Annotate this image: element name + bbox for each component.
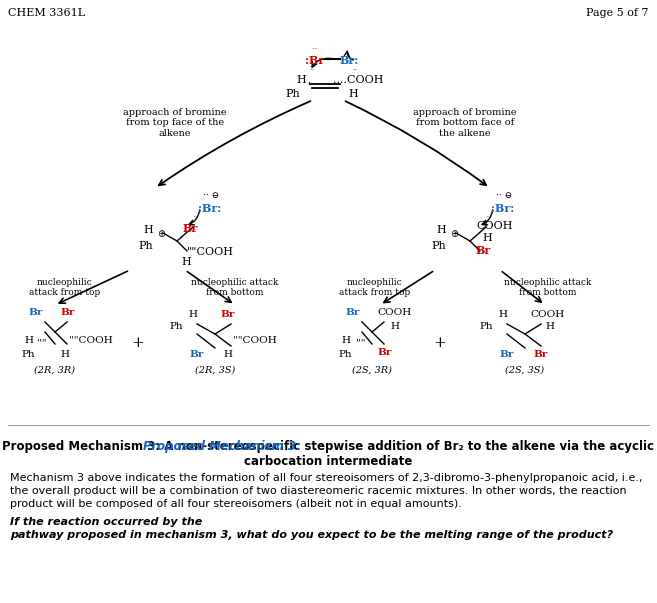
- Text: Br: Br: [476, 245, 491, 256]
- Text: Ph: Ph: [338, 350, 352, 359]
- Text: H: H: [436, 225, 446, 235]
- Text: H: H: [296, 75, 306, 85]
- Text: ··: ··: [193, 213, 198, 222]
- Text: H: H: [498, 310, 507, 319]
- Text: (2S, 3S): (2S, 3S): [505, 366, 545, 375]
- Text: Ph: Ph: [22, 350, 35, 359]
- Text: Br: Br: [533, 350, 547, 359]
- Text: Br: Br: [220, 310, 235, 319]
- Text: "": "": [37, 338, 47, 347]
- Text: nucleophilic
attack from top: nucleophilic attack from top: [340, 278, 411, 297]
- Text: nucleophilic attack
from bottom: nucleophilic attack from bottom: [505, 278, 592, 297]
- FancyArrowPatch shape: [344, 51, 353, 60]
- Text: Ph: Ph: [480, 322, 493, 331]
- Text: (2S, 3R): (2S, 3R): [352, 366, 392, 375]
- Text: ·· ⊖: ·· ⊖: [203, 191, 219, 200]
- Text: (2R, 3S): (2R, 3S): [195, 366, 235, 375]
- Text: Br: Br: [190, 350, 204, 359]
- Text: :Br: :Br: [305, 55, 324, 66]
- Text: Ph: Ph: [431, 241, 446, 251]
- Text: ··: ··: [486, 213, 491, 222]
- Text: approach of bromine
from bottom face of
the alkene: approach of bromine from bottom face of …: [413, 108, 517, 138]
- Text: Proposed Mechanism 3: A non-stereospecific stepwise addition of Br₂ to the alken: Proposed Mechanism 3: A non-stereospecif…: [2, 440, 654, 453]
- Text: +: +: [131, 336, 145, 350]
- Text: H: H: [24, 336, 33, 345]
- Text: ··: ··: [309, 66, 314, 74]
- Text: H: H: [482, 233, 491, 243]
- Text: ""COOH: ""COOH: [233, 336, 277, 345]
- Text: H: H: [390, 322, 399, 331]
- Text: COOH: COOH: [377, 308, 411, 317]
- Text: COOH: COOH: [530, 310, 564, 319]
- Text: (2R, 3R): (2R, 3R): [35, 366, 76, 375]
- Text: "": "": [356, 338, 365, 347]
- Text: Br:: Br:: [340, 55, 359, 66]
- Text: Br: Br: [183, 223, 198, 234]
- Text: CHEM 3361L: CHEM 3361L: [8, 8, 85, 18]
- Text: H: H: [341, 336, 350, 345]
- Text: ....COOH: ....COOH: [333, 75, 384, 85]
- Text: Ph: Ph: [138, 241, 153, 251]
- Text: :Br:: :Br:: [491, 203, 514, 214]
- Text: nucleophilic attack
from bottom: nucleophilic attack from bottom: [191, 278, 279, 297]
- Text: approach of bromine
from top face of the
alkene: approach of bromine from top face of the…: [124, 108, 227, 138]
- Text: Br: Br: [377, 348, 392, 357]
- FancyArrowPatch shape: [189, 210, 200, 225]
- Text: Br: Br: [60, 308, 74, 317]
- Text: nucleophilic
attack from top: nucleophilic attack from top: [30, 278, 101, 297]
- Text: ""COOH: ""COOH: [69, 336, 113, 345]
- Text: Br: Br: [500, 350, 514, 359]
- Text: +: +: [434, 336, 446, 350]
- Text: ·· ⊖: ·· ⊖: [496, 191, 512, 200]
- Text: Br: Br: [29, 308, 43, 317]
- Text: :Br:: :Br:: [198, 203, 221, 214]
- Text: If the reaction occurred by the
pathway proposed in mechanism 3, what do you exp: If the reaction occurred by the pathway …: [10, 517, 613, 540]
- Text: H: H: [60, 350, 69, 359]
- Text: carbocation intermediate: carbocation intermediate: [244, 455, 412, 468]
- Text: COOH: COOH: [476, 221, 512, 231]
- Text: H: H: [545, 322, 554, 331]
- Text: H: H: [181, 257, 191, 267]
- Text: H: H: [143, 225, 153, 235]
- Text: Proposed Mechanism 3:: Proposed Mechanism 3:: [143, 440, 301, 453]
- Text: Mechanism 3 above indicates the formation of all four stereoisomers of 2,3-dibro: Mechanism 3 above indicates the formatio…: [10, 473, 643, 510]
- Text: ··: ··: [352, 66, 357, 74]
- Text: Br: Br: [346, 308, 360, 317]
- Text: ⊕: ⊕: [450, 229, 458, 239]
- Text: H: H: [223, 350, 232, 359]
- Text: H: H: [188, 310, 197, 319]
- Text: ,: ,: [308, 76, 311, 85]
- Text: ··: ··: [312, 45, 320, 53]
- Text: H: H: [348, 89, 358, 99]
- Text: Ph: Ph: [170, 322, 183, 331]
- FancyArrowPatch shape: [482, 210, 493, 225]
- Text: ""COOH: ""COOH: [187, 247, 234, 257]
- Text: Page 5 of 7: Page 5 of 7: [587, 8, 649, 18]
- Text: ⊕: ⊕: [157, 229, 165, 239]
- Text: Ph: Ph: [285, 89, 300, 99]
- FancyArrowPatch shape: [312, 58, 331, 67]
